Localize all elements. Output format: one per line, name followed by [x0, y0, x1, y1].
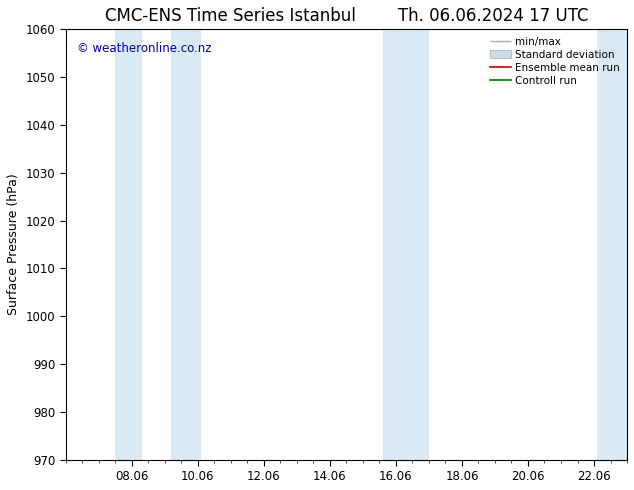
Y-axis label: Surface Pressure (hPa): Surface Pressure (hPa) — [7, 173, 20, 316]
Bar — [597, 29, 627, 460]
Legend: min/max, Standard deviation, Ensemble mean run, Controll run: min/max, Standard deviation, Ensemble me… — [488, 34, 622, 88]
Text: © weatheronline.co.nz: © weatheronline.co.nz — [77, 42, 211, 55]
Bar — [406, 29, 429, 460]
Bar — [115, 29, 141, 460]
Title: CMC-ENS Time Series Istanbul        Th. 06.06.2024 17 UTC: CMC-ENS Time Series Istanbul Th. 06.06.2… — [105, 7, 588, 25]
Bar — [171, 29, 201, 460]
Bar — [383, 29, 406, 460]
